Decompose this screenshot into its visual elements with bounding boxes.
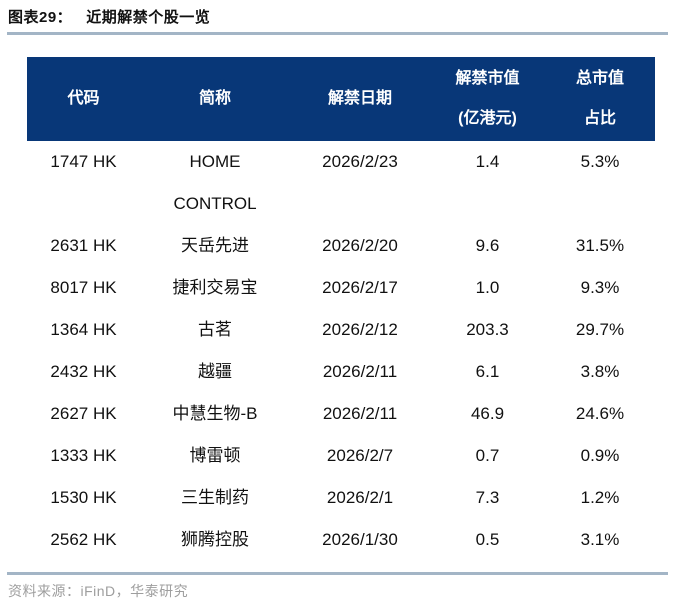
figure-title: 图表29： 近期解禁个股一览 [8,6,210,27]
cell-code: 1747 HK [50,152,117,171]
cell-code: 1530 HK [50,488,117,507]
cell-date: 2026/2/7 [326,446,394,465]
cell-date: 2026/2/11 [322,404,398,423]
cell-ratio: 31.5% [575,236,625,255]
cell-name: 中慧生物-B [172,404,258,423]
cell-name: HOME CONTROL [173,152,257,213]
table-row: 2432 HK 越疆 2026/2/11 6.1 3.8% [27,351,655,393]
cell-unlock-value: 46.9 [470,404,505,423]
table-row: 2562 HK 狮腾控股 2026/1/30 0.5 3.1% [27,519,655,561]
table-row: 8017 HK 捷利交易宝 2026/2/17 1.0 9.3% [27,267,655,309]
cell-ratio: 29.7% [575,320,625,339]
source-note: 资料来源：iFinD，华泰研究 [8,583,189,599]
cell-name: 三生制药 [181,488,249,507]
cell-unlock-value: 9.6 [475,236,500,255]
cell-code: 1333 HK [50,446,117,465]
header-ratio: 总市值 占比 [575,70,624,127]
cell-code: 2432 HK [50,362,117,381]
cell-ratio: 0.9% [580,446,620,465]
cell-date: 2026/2/1 [326,488,394,507]
cell-ratio: 1.2% [580,488,620,507]
cell-date: 2026/2/11 [322,362,398,381]
cell-ratio: 3.8% [580,362,620,381]
cell-date: 2026/1/30 [322,530,398,549]
cell-unlock-value: 6.1 [475,362,500,381]
figure-label: 图表29： [8,9,73,26]
cell-unlock-value: 1.0 [475,278,500,297]
footer-divider [7,572,668,575]
cell-ratio: 24.6% [575,404,625,423]
cell-code: 2627 HK [50,404,117,423]
cell-ratio: 9.3% [580,278,620,297]
cell-name: 狮腾控股 [181,530,249,549]
cell-unlock-value: 0.7 [475,446,500,465]
cell-unlock-value: 0.5 [475,530,500,549]
cell-date: 2026/2/23 [322,152,398,171]
cell-code: 2631 HK [50,236,117,255]
table-row: 1747 HK HOME CONTROL 2026/2/23 1.4 5.3% [27,141,655,225]
cell-unlock-value: 1.4 [475,152,500,171]
header-name: 简称 [198,90,231,107]
cell-date: 2026/2/12 [322,320,398,339]
cell-ratio: 5.3% [580,152,620,171]
cell-code: 1364 HK [50,320,117,339]
title-divider [7,32,668,35]
cell-ratio: 3.1% [580,530,620,549]
cell-unlock-value: 203.3 [466,320,509,339]
cell-unlock-value: 7.3 [475,488,500,507]
cell-name: 博雷顿 [189,446,241,465]
table-header-row: 代码 简称 解禁日期 解禁市值 (亿港元) 总市值 占比 [27,57,655,141]
cell-code: 2562 HK [50,530,117,549]
unlock-stocks-table: 代码 简称 解禁日期 解禁市值 (亿港元) 总市值 占比 1747 HK HOM… [27,57,655,561]
cell-name: 天岳先进 [181,236,249,255]
table-row: 2631 HK 天岳先进 2026/2/20 9.6 31.5% [27,225,655,267]
table-row: 1364 HK 古茗 2026/2/12 203.3 29.7% [27,309,655,351]
table-row: 2627 HK 中慧生物-B 2026/2/11 46.9 24.6% [27,393,655,435]
cell-code: 8017 HK [50,278,117,297]
cell-date: 2026/2/17 [322,278,398,297]
cell-name: 捷利交易宝 [172,278,258,297]
header-date: 解禁日期 [327,90,392,107]
cell-name: 越疆 [198,362,232,381]
cell-name: 古茗 [198,320,232,339]
table-row: 1333 HK 博雷顿 2026/2/7 0.7 0.9% [27,435,655,477]
table-row: 1530 HK 三生制药 2026/2/1 7.3 1.2% [27,477,655,519]
table-body: 1747 HK HOME CONTROL 2026/2/23 1.4 5.3% … [27,141,655,561]
header-code: 代码 [67,90,100,107]
header-unlock-value: 解禁市值 (亿港元) [455,70,520,127]
cell-date: 2026/2/20 [322,236,398,255]
figure-title-text: 近期解禁个股一览 [86,9,211,26]
